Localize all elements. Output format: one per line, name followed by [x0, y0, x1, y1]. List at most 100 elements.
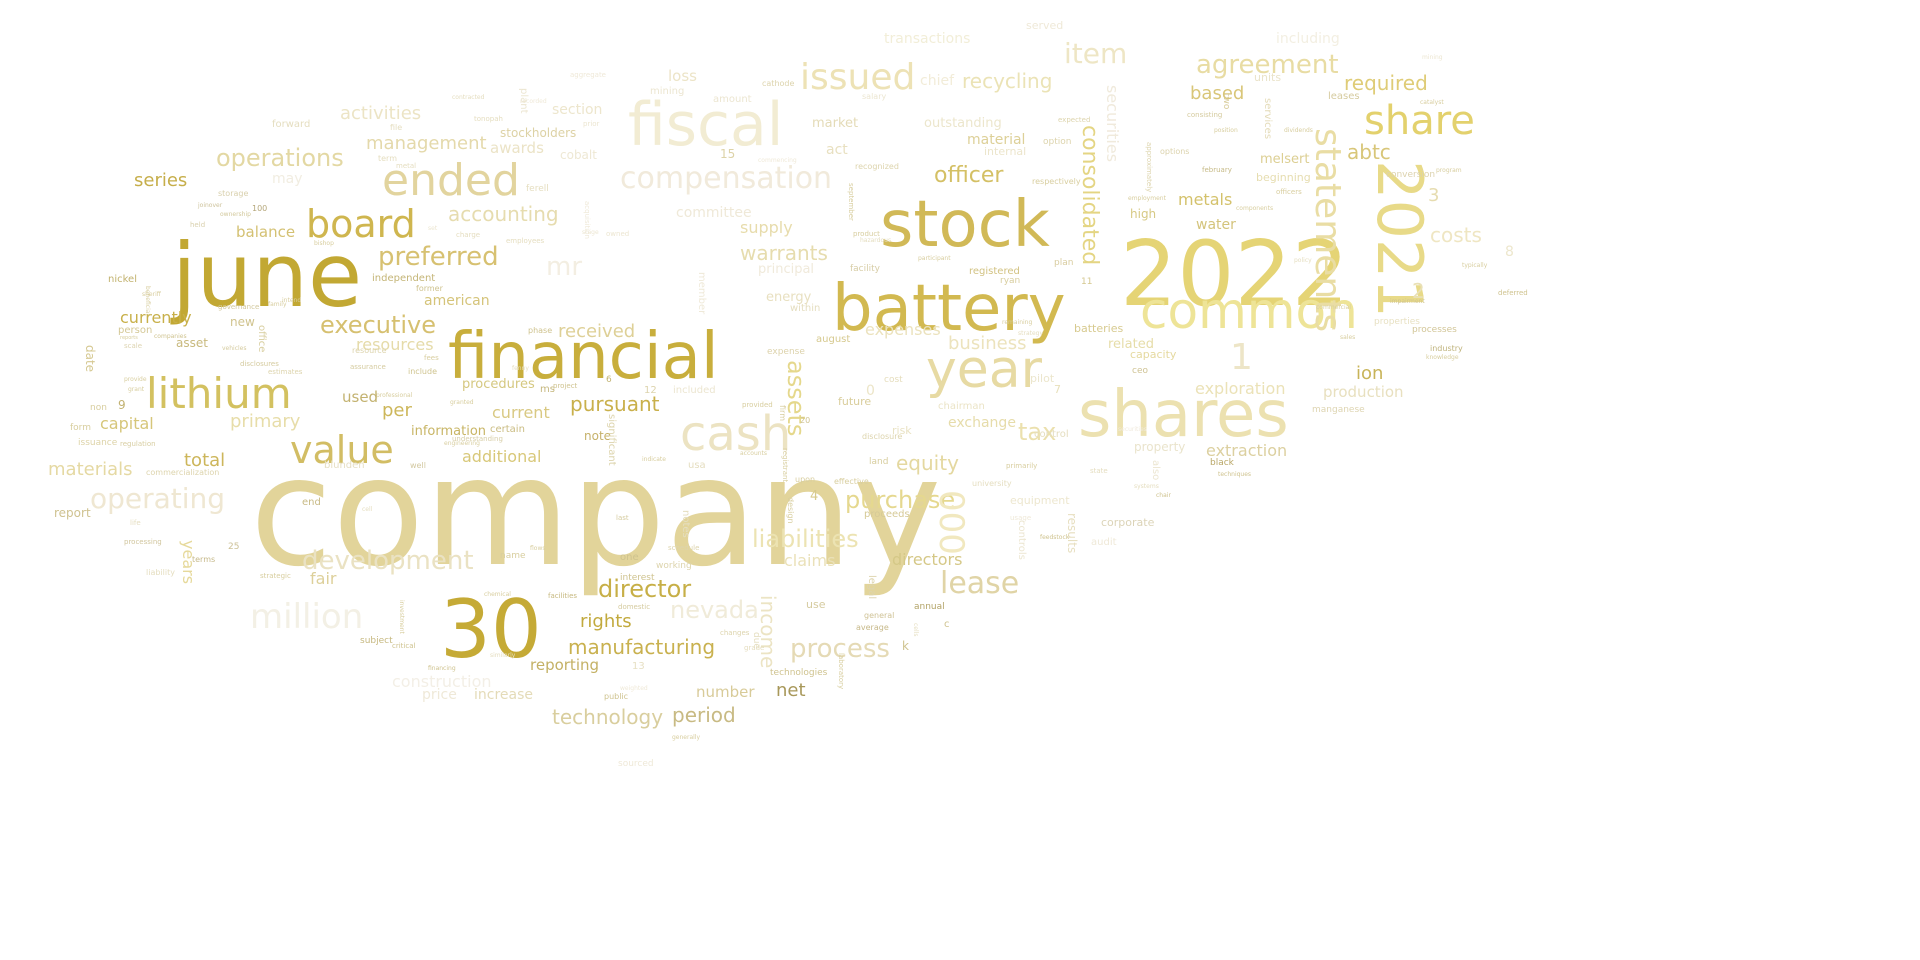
word-charge: charge	[456, 231, 481, 239]
word-flows: flows	[530, 545, 546, 552]
word-required: required	[1344, 71, 1428, 95]
word-understanding: understanding	[452, 435, 503, 443]
word-compensation: compensation	[620, 161, 833, 196]
word-served: served	[1026, 19, 1064, 32]
word-non: non	[90, 403, 107, 413]
word-weighted: weighted	[620, 685, 648, 692]
word-tonopah: tonopah	[474, 115, 503, 123]
word-land: land	[869, 457, 889, 467]
word-consolidated: consolidated	[1077, 125, 1102, 266]
word-critical: critical	[392, 642, 416, 650]
word-4: 4	[810, 489, 819, 504]
word-outstanding: outstanding	[924, 116, 1002, 131]
word-expenses: expenses	[865, 320, 941, 339]
word-mining: mining	[1422, 54, 1443, 61]
word-13: 13	[632, 661, 645, 672]
word-proceeds: proceeds	[864, 509, 910, 520]
word-metals: metals	[1178, 190, 1233, 209]
word-may: may	[272, 171, 303, 187]
word-process: process	[790, 634, 890, 664]
word-policy: policy	[1294, 257, 1312, 264]
word-disclosure: disclosure	[862, 432, 903, 441]
word-usage: usage	[1010, 514, 1032, 522]
word-set: set	[428, 225, 438, 232]
word-subject: subject	[360, 636, 393, 646]
word-general: general	[864, 611, 895, 620]
word-knowledge: knowledge	[1426, 354, 1459, 361]
word-employment: employment	[1128, 195, 1166, 202]
word-operating: operating	[90, 482, 226, 515]
word-operations: operations	[216, 144, 344, 172]
word-25: 25	[228, 542, 240, 552]
word-awards: awards	[490, 139, 544, 157]
word-000: 000	[931, 490, 971, 555]
word-governance: governance	[218, 303, 260, 311]
word-shares: shares	[1078, 378, 1289, 452]
word-liabilities: liabilities	[752, 525, 859, 553]
word-board: board	[306, 202, 416, 246]
word-information: information	[411, 424, 487, 439]
word-effective: effective	[834, 477, 869, 486]
word-professional: professional	[376, 392, 413, 399]
word-provide: provide	[124, 376, 147, 383]
word-typically: typically	[1462, 262, 1488, 269]
word-ended: ended	[382, 155, 520, 206]
word-statements: statements	[1307, 128, 1348, 333]
word-working: working	[656, 561, 692, 571]
word-one: one	[620, 552, 639, 563]
word-tax: tax	[1018, 418, 1057, 446]
word-independent: independent	[372, 273, 436, 284]
word-nevada: nevada	[670, 596, 759, 624]
word-sheriff: sheriff	[142, 291, 161, 298]
word-recorded: recorded	[520, 98, 547, 105]
word-regulation: regulation	[120, 440, 156, 448]
word-assurance: assurance	[350, 363, 386, 371]
word-recycling: recycling	[962, 69, 1053, 93]
word-liability: liability	[146, 568, 175, 577]
word-primary: primary	[230, 411, 301, 432]
word-20: 20	[800, 416, 811, 425]
word-processing: processing	[124, 538, 162, 546]
word-transactions: transactions	[884, 31, 971, 47]
word-11: 11	[1081, 277, 1093, 287]
word-new: new	[230, 315, 255, 329]
word-position: position	[1214, 127, 1238, 134]
word-warrants: warrants	[740, 241, 828, 265]
word-services: services	[1262, 98, 1273, 140]
word-within: within	[790, 303, 821, 314]
word-joinover: joinover	[198, 202, 223, 209]
word-domestic: domestic	[618, 603, 651, 611]
word-1: 1	[1230, 337, 1253, 378]
word-company: company	[250, 426, 942, 600]
word-water: water	[1196, 217, 1236, 233]
word-reports: reports	[120, 335, 138, 341]
word-activities: activities	[340, 103, 422, 124]
word-upon: upon	[795, 475, 816, 484]
word-estimates: estimates	[268, 368, 303, 376]
word-product: product	[853, 230, 880, 238]
word-melsert: melsert	[1260, 152, 1310, 167]
word-fenny: fenny	[512, 365, 529, 372]
word-claims: claims	[784, 551, 836, 570]
word-executive: executive	[320, 311, 437, 339]
word-well: well	[410, 461, 426, 470]
word-officers: officers	[1276, 188, 1302, 196]
word-resources: resources	[356, 335, 434, 354]
word-battery: battery	[832, 272, 1066, 346]
word-august: august	[816, 334, 851, 345]
word-fair: fair	[310, 569, 337, 588]
word-fees: fees	[424, 354, 439, 362]
word-fiscal: fiscal	[628, 90, 784, 160]
word-securities: securities	[1103, 85, 1122, 163]
word-grant: grant	[128, 386, 145, 393]
word-companies: companies	[154, 333, 187, 340]
word-commercialization: commercialization	[146, 468, 220, 477]
word-energy: energy	[766, 290, 812, 305]
word-resource: resource	[352, 346, 387, 355]
word-cash: cash	[680, 406, 792, 462]
word-conversion: conversion	[1386, 170, 1436, 180]
word-technology: technology	[552, 705, 664, 729]
word-report: report	[54, 506, 91, 520]
word-former: former	[416, 284, 443, 293]
word-management: management	[366, 133, 487, 154]
